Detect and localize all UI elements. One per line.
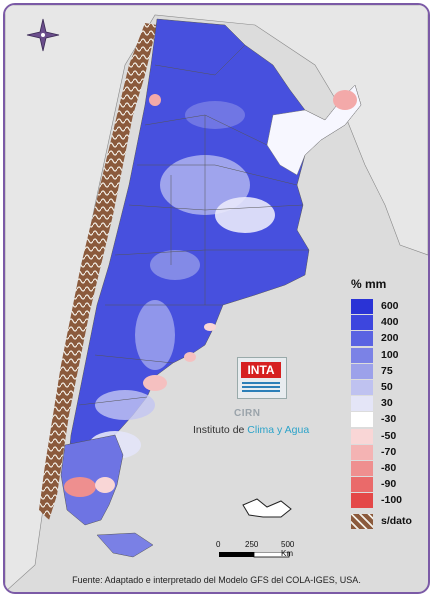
legend-label: 30 (381, 397, 393, 410)
legend-swatch (351, 493, 373, 509)
dry-patch (184, 352, 196, 362)
legend-label: 50 (381, 381, 393, 393)
legend-swatch (351, 477, 373, 493)
patagonia-south (60, 434, 124, 526)
scale-bar-graphic (219, 552, 290, 558)
dry-patch (204, 323, 216, 331)
dry-patch (95, 477, 115, 493)
cirn-label: CIRN (234, 408, 261, 419)
compass-rose-icon (26, 18, 60, 52)
legend-label: 100 (381, 348, 399, 361)
legend-swatch (351, 396, 373, 412)
institute-name: Instituto de Clima y Agua (193, 424, 309, 436)
dry-patch (149, 94, 161, 106)
legend-swatch (351, 428, 373, 444)
province-boundaries (78, 44, 309, 406)
legend-swatch (351, 299, 373, 314)
institute-prefix: Instituto de (193, 424, 248, 436)
dry-patch (64, 477, 96, 497)
light-patch (150, 250, 200, 280)
light-patch (185, 101, 245, 129)
legend-swatch (351, 461, 373, 476)
dry-patch (333, 90, 357, 110)
legend-label: 600 (381, 300, 399, 312)
legend-label: -50 (381, 429, 397, 442)
legend-swatch (351, 412, 373, 428)
legend-label: -80 (381, 462, 397, 474)
legend-title: % mm (351, 277, 387, 291)
legend-nodata-label: s/dato (381, 514, 412, 527)
scale-label-250: 250 (245, 540, 259, 549)
legend-swatch (351, 363, 373, 379)
legend-swatch (351, 444, 373, 460)
nodata-andes-strip (39, 23, 157, 520)
precipitation-anomaly-map (5, 5, 428, 592)
dry-patch (143, 375, 167, 391)
legend-swatch (351, 331, 373, 347)
legend-label: 200 (381, 332, 399, 345)
legend-swatch (351, 380, 373, 395)
scale-label-500: 500 Km (281, 540, 295, 558)
scale-label-0: 0 (216, 540, 221, 549)
light-patch (95, 390, 155, 420)
legend-label: -70 (381, 445, 397, 458)
legend-label: 75 (381, 364, 393, 377)
tierra-del-fuego (96, 532, 154, 558)
institute-highlight: Clima y Agua (247, 424, 310, 436)
source-footer: Fuente: Adaptado e interpretado del Mode… (72, 575, 361, 585)
legend-swatch (351, 315, 373, 331)
map-frame: % mm 600 400 200 100 75 50 30 -30 -50 -70 -80 -90 -1… (3, 3, 430, 594)
light-patch (215, 197, 275, 233)
inta-waves-icon (242, 382, 280, 392)
inta-logo: INTA (237, 357, 287, 399)
legend-label: -30 (381, 413, 397, 426)
inta-brand: INTA (241, 362, 281, 378)
light-patch (135, 300, 175, 370)
malvinas-islands (242, 498, 292, 518)
legend-swatch (351, 347, 373, 363)
legend-nodata-swatch (351, 513, 373, 529)
legend-label: -90 (381, 478, 397, 491)
legend-label: 400 (381, 316, 399, 329)
legend-label: -100 (381, 494, 403, 507)
